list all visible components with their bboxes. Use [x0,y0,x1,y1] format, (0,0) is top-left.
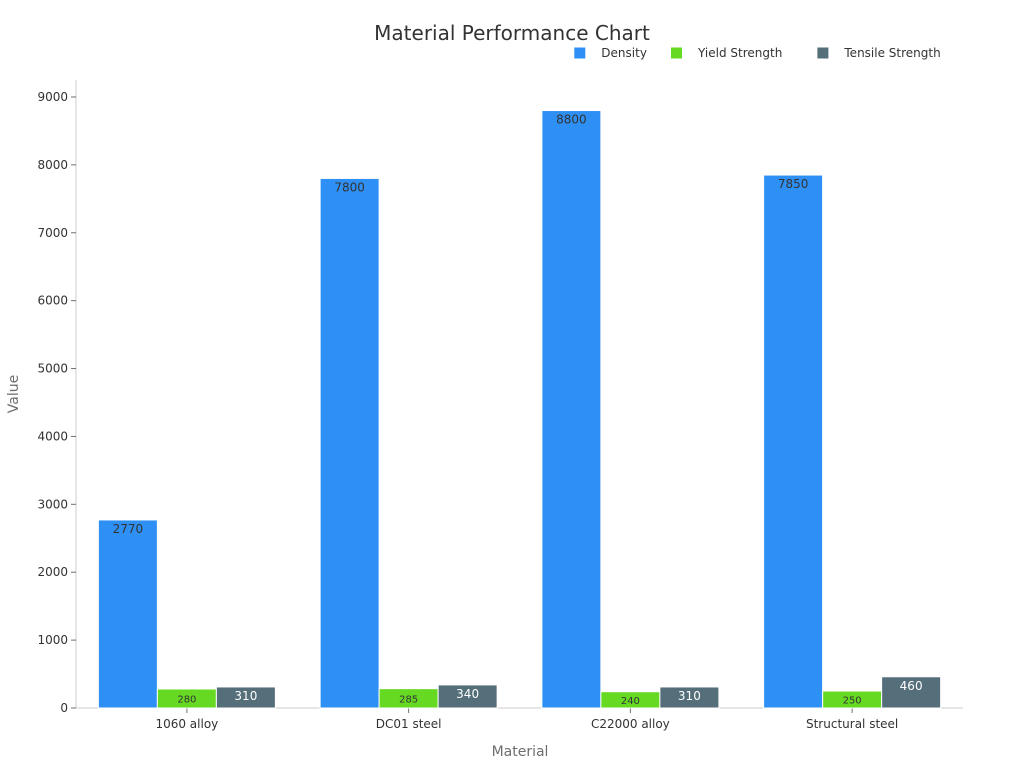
legend-label: Yield Strength [697,46,782,60]
data-label-yield-strength-structural-steel: 250 [843,696,862,707]
data-label-density-structural-steel: 7850 [778,177,809,191]
x-tick-label: C22000 alloy [591,717,670,731]
bar-tensile-strength-1060-alloy [215,686,276,709]
data-label-tensile-strength-dc01-steel: 340 [456,687,479,701]
bar-tensile-strength-c22000-alloy [659,686,720,709]
legend-item-tensile-strength[interactable]: Tensile Strength [817,46,941,60]
y-tick-label: 7000 [37,226,68,240]
bar-tensile-strength-structural-steel [881,676,942,709]
data-label-tensile-strength-structural-steel: 460 [900,679,923,693]
data-label-density-1060-alloy: 2770 [113,522,144,536]
x-tick-label: DC01 steel [376,717,442,731]
legend-label: Density [601,46,647,60]
legend-item-yield-strength[interactable]: Yield Strength [671,46,782,60]
legend-label: Tensile Strength [843,46,940,60]
x-tick-label: 1060 alloy [155,717,218,731]
legend-item-density[interactable]: Density [574,46,647,60]
y-tick-label: 2000 [37,565,68,579]
data-label-tensile-strength-1060-alloy: 310 [234,689,257,703]
y-tick-label: 3000 [37,497,68,511]
bar-density-dc01-steel [319,177,380,709]
y-tick-label: 1000 [37,633,68,647]
x-axis-title: Material [492,744,549,760]
bar-density-c22000-alloy [541,110,602,709]
y-tick-label: 9000 [37,90,68,104]
y-tick-label: 6000 [37,294,68,308]
y-axis-title: Value [6,375,22,413]
legend: Density Yield Strength Tensile Strength [574,46,941,60]
y-tick-label: 4000 [37,429,68,443]
chart-title: Material Performance Chart [374,21,650,45]
data-label-tensile-strength-c22000-alloy: 310 [678,689,701,703]
bar-tensile-strength-dc01-steel [437,684,498,709]
legend-swatch [817,47,829,59]
bars-group [97,110,942,709]
data-label-yield-strength-c22000-alloy: 240 [621,696,640,707]
y-tick-label: 0 [60,701,68,715]
y-tick-label: 5000 [37,362,68,376]
bar-density-structural-steel [763,174,824,709]
data-label-yield-strength-dc01-steel: 285 [399,694,418,705]
legend-swatch [574,47,586,59]
x-tick-label: Structural steel [806,717,898,731]
legend-swatch [671,47,682,59]
axes: 0 1000 2000 3000 4000 5000 6000 7000 8000 9000 106… [37,80,963,731]
data-label-yield-strength-1060-alloy: 280 [177,694,196,705]
data-label-density-dc01-steel: 7800 [334,180,365,194]
bar-density-1060-alloy [97,519,158,709]
y-tick-label: 8000 [37,158,68,172]
data-label-density-c22000-alloy: 8800 [556,113,587,127]
data-labels-group: 2770 280 310 7800 285 340 8800 240 310 7850 250 460 [113,113,923,707]
